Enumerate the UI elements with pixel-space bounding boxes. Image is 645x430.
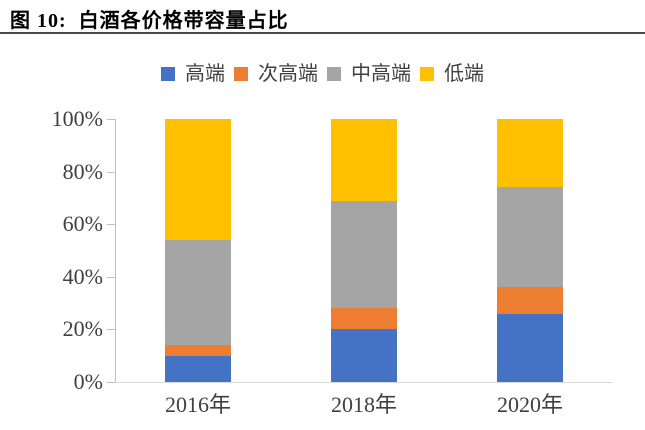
y-axis-tick-label: 20% [62, 316, 103, 342]
bar-segment-中高端 [497, 187, 563, 288]
legend-swatch-icon [234, 67, 248, 81]
legend-item: 低端 [420, 64, 484, 84]
chart-legend: 高端 次高端 中高端 低端 [0, 64, 645, 84]
legend-item: 中高端 [327, 64, 411, 84]
y-axis-tick-label: 40% [62, 263, 103, 289]
y-axis-tick-label: 0% [73, 369, 103, 394]
y-axis-tick-label: 100% [51, 106, 103, 131]
y-axis [115, 119, 116, 382]
bar-segment-中高端 [331, 200, 397, 309]
bar-segment-低端 [165, 119, 231, 240]
legend-swatch-icon [327, 67, 341, 81]
legend-item: 次高端 [234, 64, 318, 84]
y-axis-tick-label: 80% [62, 158, 103, 184]
legend-label: 低端 [444, 63, 484, 85]
y-tick-mark [107, 171, 115, 173]
stacked-bar-2018年 [331, 119, 397, 382]
y-tick-mark [107, 224, 115, 226]
bar-segment-次高端 [497, 287, 563, 314]
x-axis-category-label: 2016年 [164, 392, 231, 417]
legend-label: 次高端 [258, 63, 318, 85]
bar-segment-低端 [331, 119, 397, 201]
bar-segment-高端 [497, 313, 563, 382]
figure-title: 图 10: 白酒各价格带容量占比 [10, 10, 289, 32]
bar-segment-高端 [331, 329, 397, 382]
stacked-bar-2020年 [497, 119, 563, 382]
legend-label: 高端 [185, 63, 225, 85]
bar-segment-中高端 [165, 240, 231, 346]
y-tick-mark [107, 329, 115, 331]
y-axis-tick-label: 60% [62, 211, 103, 237]
legend-swatch-icon [420, 67, 434, 81]
x-axis-category-label: 2018年 [330, 392, 397, 417]
title-divider [0, 32, 645, 34]
legend-label: 中高端 [351, 63, 411, 85]
y-tick-mark [107, 276, 115, 278]
x-axis [115, 382, 613, 383]
legend-item: 高端 [161, 64, 225, 84]
bar-segment-次高端 [331, 308, 397, 330]
bar-segment-高端 [165, 355, 231, 382]
y-tick-mark [107, 119, 115, 120]
y-tick-mark [107, 382, 115, 383]
bar-segment-次高端 [165, 345, 231, 356]
stacked-bar-2016年 [165, 119, 231, 382]
legend-swatch-icon [161, 67, 175, 81]
bar-segment-低端 [497, 119, 563, 188]
x-axis-category-label: 2020年 [496, 392, 563, 417]
